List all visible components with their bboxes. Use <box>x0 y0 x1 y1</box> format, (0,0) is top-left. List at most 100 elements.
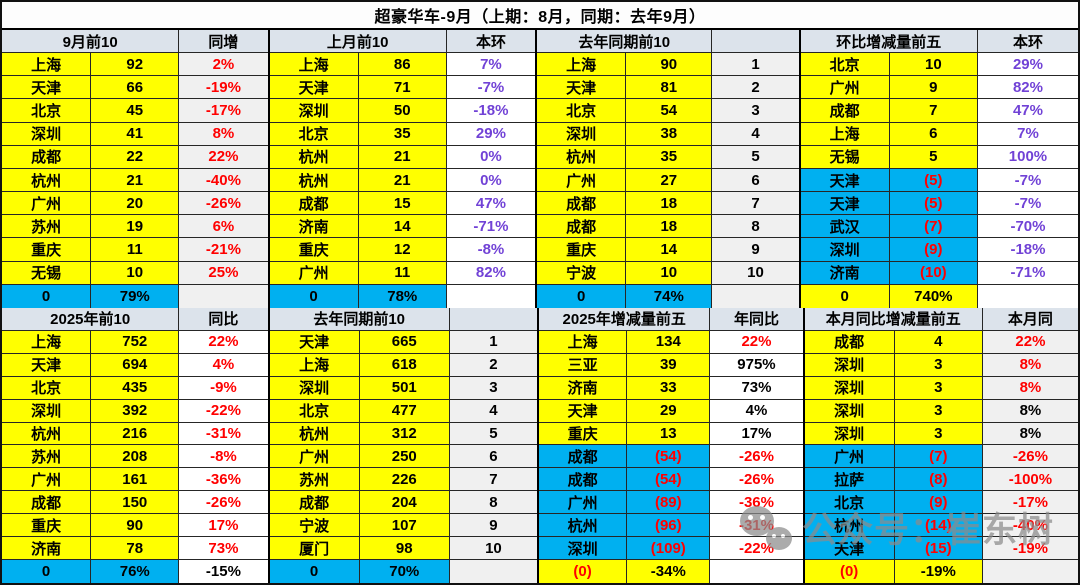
city-cell: 成都 <box>2 491 91 515</box>
pct-header: 同增 <box>178 30 268 54</box>
value-cell: 92 <box>90 53 179 77</box>
city-cell: 深圳 <box>537 122 626 146</box>
city-cell: 深圳 <box>804 353 894 377</box>
value-cell: 477 <box>358 399 449 423</box>
value-cell: 90 <box>625 53 712 77</box>
value-cell: (10) <box>888 261 977 285</box>
city-cell: 成都 <box>804 330 894 354</box>
value-cell: 35 <box>625 145 712 169</box>
total-cell: 0 <box>2 284 91 308</box>
pct-cell: 17% <box>709 422 803 446</box>
pct-cell: -22% <box>709 537 803 561</box>
city-cell: 厦门 <box>269 537 359 561</box>
pct-header: 本环 <box>976 30 1078 54</box>
value-cell: 14 <box>357 215 446 239</box>
pct-cell: -17% <box>981 491 1078 515</box>
value-cell: 39 <box>626 353 710 377</box>
pct-header: 年同比 <box>709 308 803 331</box>
value-cell: 86 <box>357 53 446 77</box>
city-cell: 广州 <box>2 468 91 492</box>
value-cell: (54) <box>626 445 710 469</box>
value-cell: 107 <box>358 514 449 538</box>
rank-cell: 9 <box>448 514 537 538</box>
rank-cell: 2 <box>711 76 799 100</box>
value-cell: (7) <box>893 445 982 469</box>
value-cell: 11 <box>90 238 179 262</box>
city-cell: 上海 <box>800 122 889 146</box>
city-cell: 苏州 <box>269 468 359 492</box>
value-cell: 752 <box>90 330 179 354</box>
rank-cell: 4 <box>711 122 799 146</box>
total-value-cell: 74% <box>625 284 712 308</box>
city-cell: 广州 <box>269 445 359 469</box>
total-pct-cell <box>709 560 803 583</box>
pct-cell: -8% <box>178 445 268 469</box>
value-cell: 4 <box>893 330 982 354</box>
city-cell: 济南 <box>800 261 889 285</box>
pct-cell: 22% <box>709 330 803 354</box>
table-header-label: 2025年前10 <box>2 308 179 331</box>
city-cell: 上海 <box>537 53 626 77</box>
value-cell: (15) <box>893 537 982 561</box>
table-last-year-ytd-top10: 去年同期前10 天津 665 1 上海 618 2 深圳 501 3 北京 477 4 杭州 312 5 广州 2… <box>267 308 538 583</box>
value-cell: 665 <box>358 330 449 354</box>
pct-cell: -22% <box>178 399 268 423</box>
city-cell: 济南 <box>269 215 358 239</box>
pct-cell: -26% <box>178 192 268 216</box>
report-title: 超豪华车-9月（上期：8月，同期：去年9月） <box>2 2 1078 30</box>
total-cell: 0 <box>537 284 626 308</box>
city-cell: 北京 <box>804 491 894 515</box>
city-cell: 拉萨 <box>804 468 894 492</box>
value-cell: 81 <box>625 76 712 100</box>
value-cell: 134 <box>626 330 710 354</box>
table-month-yoy-change-top5: 本月同比增减量前五 本月同 成都 4 22% 深圳 3 8% 深圳 3 8% 深圳 3 8% 深圳 3 8% 广州… <box>802 308 1078 583</box>
pct-cell: 22% <box>178 145 268 169</box>
city-cell: 成都 <box>269 192 358 216</box>
value-cell: 71 <box>357 76 446 100</box>
pct-cell: 8% <box>178 122 268 146</box>
value-cell: (9) <box>893 491 982 515</box>
city-cell: 深圳 <box>539 537 627 561</box>
table-header-label: 本月同比增减量前五 <box>804 308 982 331</box>
rank-cell: 6 <box>448 445 537 469</box>
value-cell: 18 <box>625 215 712 239</box>
city-cell: 宁波 <box>537 261 626 285</box>
city-cell: 深圳 <box>800 238 889 262</box>
value-cell: 13 <box>626 422 710 446</box>
city-cell: 北京 <box>2 99 91 123</box>
pct-cell: 29% <box>445 122 536 146</box>
value-cell: 21 <box>357 145 446 169</box>
city-cell: 天津 <box>539 399 627 423</box>
rank-cell: 5 <box>711 145 799 169</box>
rank-cell: 5 <box>448 422 537 446</box>
value-cell: 14 <box>625 238 712 262</box>
pct-cell: -71% <box>976 261 1078 285</box>
table-last-year-sep-top10: 去年同期前10 上海 90 1 天津 81 2 北京 54 3 深圳 38 4 杭州 35 5 广州 27 6 成都 1… <box>535 30 799 308</box>
pct-cell: -71% <box>445 215 536 239</box>
city-cell: 广州 <box>800 76 889 100</box>
rank-header <box>448 308 537 331</box>
table-header-label: 9月前10 <box>2 30 179 54</box>
rank-cell: 3 <box>448 376 537 400</box>
pct-cell: -40% <box>178 168 268 193</box>
table-last-month-top10: 上月前10 本环 上海 86 7% 天津 71 -7% 深圳 50 -18% 北京 35 29% 杭州 21 0… <box>267 30 536 308</box>
rank-cell: 7 <box>448 468 537 492</box>
city-cell: 重庆 <box>2 238 91 262</box>
value-cell: 33 <box>626 376 710 400</box>
total-cell: 0 <box>269 284 358 308</box>
city-cell: 成都 <box>2 145 91 169</box>
city-cell: 杭州 <box>269 168 358 193</box>
pct-cell: 7% <box>976 122 1078 146</box>
pct-cell: -18% <box>976 238 1078 262</box>
value-cell: 435 <box>90 376 179 400</box>
pct-cell: 975% <box>709 353 803 377</box>
value-cell: 29 <box>626 399 710 423</box>
value-cell: 15 <box>357 192 446 216</box>
value-cell: 19 <box>90 215 179 239</box>
city-cell: 三亚 <box>539 353 627 377</box>
value-cell: 10 <box>625 261 712 285</box>
pct-cell: 47% <box>445 192 536 216</box>
pct-cell: -40% <box>981 514 1078 538</box>
value-cell: 66 <box>90 76 179 100</box>
value-cell: 35 <box>357 122 446 146</box>
